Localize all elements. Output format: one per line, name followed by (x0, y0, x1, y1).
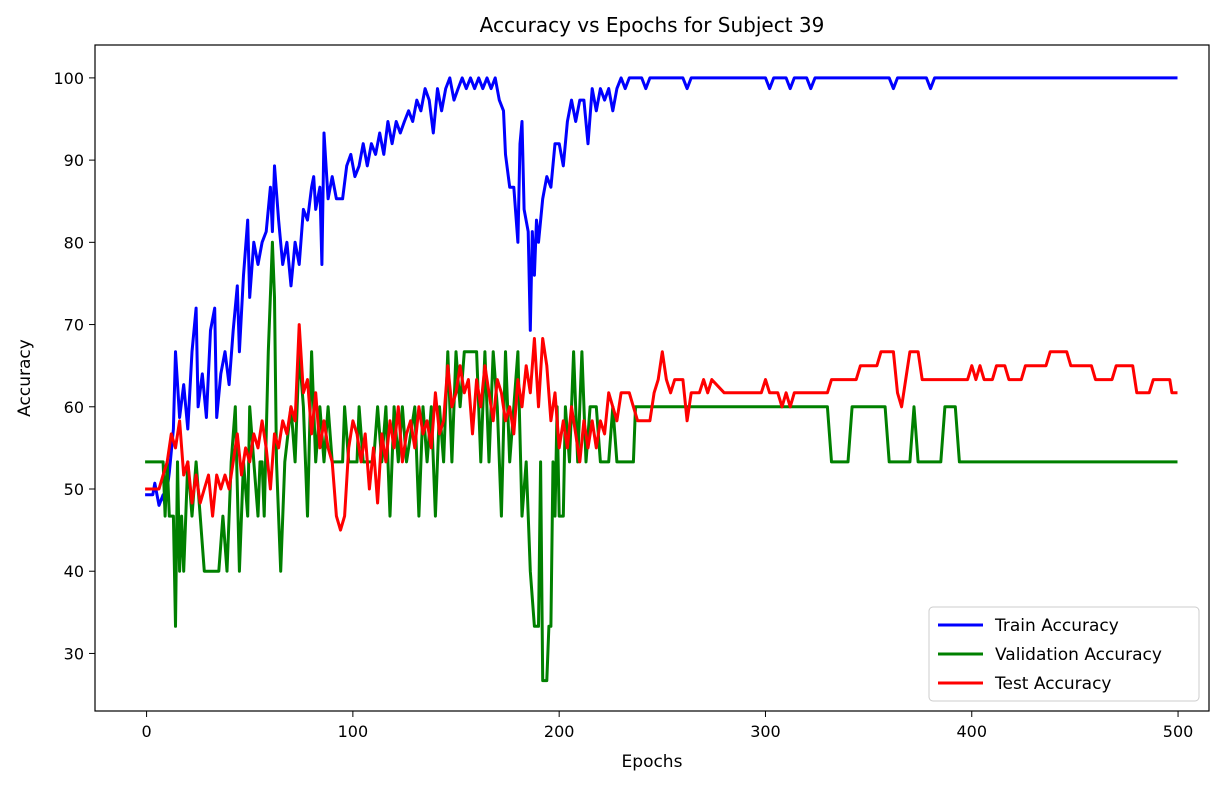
y-axis-label: Accuracy (15, 339, 35, 417)
x-tick-label: 400 (956, 722, 987, 741)
y-axis: 30 40 50 60 70 80 90 100 (53, 69, 95, 663)
legend-box (928, 606, 1200, 702)
x-tick-label: 500 (1163, 722, 1194, 741)
series-line-2 (145, 323, 1178, 532)
legend: Train Accuracy Validation Accuracy Test Ac… (928, 606, 1200, 702)
y-tick-label: 40 (64, 562, 84, 581)
y-tick-label: 70 (64, 316, 84, 335)
y-tick-label: 90 (64, 151, 84, 170)
series-line-1 (145, 240, 1178, 683)
legend-label-2: Test Accuracy (994, 674, 1112, 694)
y-tick-label: 80 (64, 233, 84, 252)
chart-title: Accuracy vs Epochs for Subject 39 (480, 13, 825, 37)
x-tick-label: 100 (338, 722, 369, 741)
y-tick-label: 30 (64, 644, 84, 663)
x-axis-label: Epochs (622, 752, 683, 772)
y-tick-label: 50 (64, 480, 84, 499)
x-tick-label: 200 (544, 722, 575, 741)
series-line-0 (145, 76, 1178, 507)
legend-label-1: Validation Accuracy (995, 645, 1162, 665)
x-tick-label: 0 (141, 722, 151, 741)
x-axis: 0 100 200 300 400 500 (141, 711, 1193, 741)
y-tick-label: 60 (64, 398, 84, 417)
legend-label-0: Train Accuracy (994, 616, 1119, 636)
plot-frame (94, 44, 1210, 712)
y-tick-label: 100 (53, 69, 84, 88)
x-tick-label: 300 (750, 722, 781, 741)
plot-lines (145, 76, 1178, 683)
